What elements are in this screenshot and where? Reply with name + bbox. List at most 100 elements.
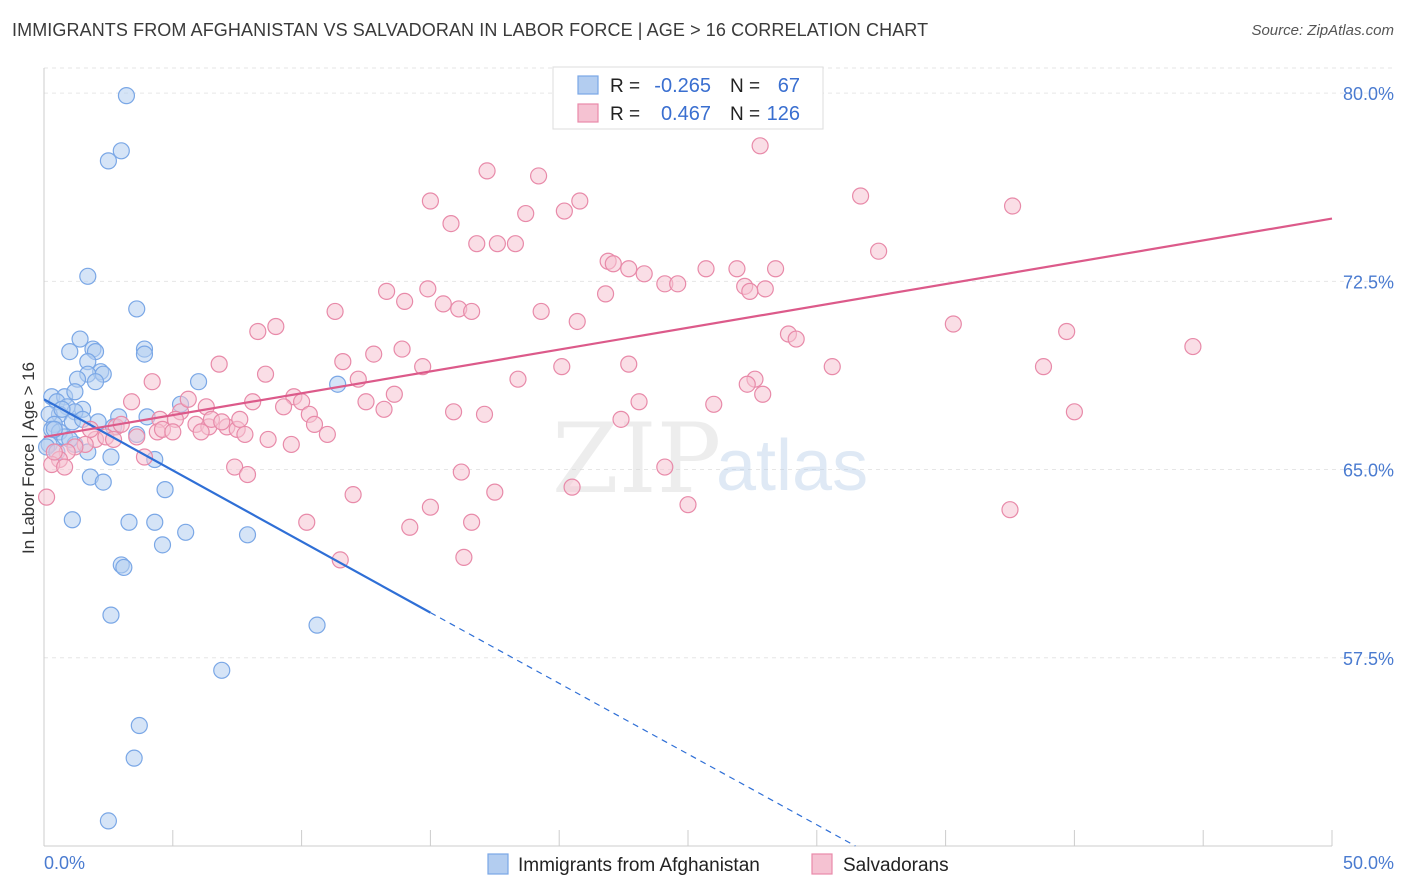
point-salvadoran	[529, 167, 548, 185]
point-salvadoran	[751, 137, 769, 155]
point-salvadoran	[365, 345, 383, 363]
point-salvadoran	[741, 282, 759, 300]
y-tick-label: 80.0%	[1343, 84, 1394, 104]
bottom-legend-swatch-afghanistan	[487, 853, 509, 875]
point-salvadoran	[620, 260, 638, 278]
point-salvadoran	[122, 393, 141, 411]
y-tick-label: 72.5%	[1343, 272, 1394, 292]
point-afghanistan	[146, 513, 164, 531]
point-salvadoran	[679, 496, 697, 514]
point-salvadoran	[787, 330, 805, 348]
point-afghanistan	[130, 716, 148, 735]
point-salvadoran	[555, 202, 573, 220]
point-salvadoran	[192, 423, 210, 441]
point-salvadoran	[45, 443, 63, 461]
point-salvadoran	[656, 458, 674, 476]
point-salvadoran	[421, 498, 439, 516]
point-salvadoran	[213, 413, 231, 431]
point-salvadoran	[421, 192, 439, 210]
point-salvadoran	[486, 483, 504, 501]
point-salvadoran	[298, 513, 316, 531]
point-salvadoran	[468, 235, 486, 253]
point-afghanistan	[213, 661, 231, 679]
point-salvadoran	[1065, 403, 1084, 421]
point-afghanistan	[99, 812, 118, 830]
trend-line-afghanistan-extrapolated	[430, 612, 856, 847]
point-salvadoran	[37, 488, 56, 506]
source-label: Source: ZipAtlas.com	[1251, 22, 1394, 39]
point-afghanistan	[66, 383, 84, 401]
legend-n-value-1: 126	[767, 103, 800, 125]
point-salvadoran	[563, 478, 581, 496]
trend-line-salvadorans	[43, 217, 1333, 439]
point-salvadoran	[401, 518, 419, 536]
point-salvadoran	[210, 355, 228, 373]
point-salvadoran	[274, 398, 293, 416]
point-afghanistan	[135, 345, 154, 363]
gridlines	[44, 67, 1394, 659]
point-salvadoran	[596, 285, 615, 303]
point-salvadoran	[870, 242, 888, 260]
series-salvadorans-points	[37, 137, 1202, 569]
point-salvadoran	[179, 390, 197, 408]
bottom-legend-swatch-salvadorans	[811, 853, 833, 875]
point-salvadoran	[604, 255, 622, 273]
point-salvadoran	[1001, 501, 1019, 519]
point-salvadoran	[517, 204, 535, 223]
x-tick-label-min: 0.0%	[44, 853, 85, 873]
point-salvadoran	[393, 340, 411, 358]
point-salvadoran	[419, 280, 437, 298]
point-salvadoran	[256, 365, 275, 383]
point-salvadoran	[630, 393, 648, 411]
stats-legend: R = -0.265 N = 67 R = 0.467 N = 126	[552, 66, 824, 130]
point-salvadoran	[452, 463, 470, 481]
point-salvadoran	[756, 280, 774, 298]
point-salvadoran	[620, 355, 638, 373]
chart-title: IMMIGRANTS FROM AFGHANISTAN VS SALVADORA…	[12, 20, 929, 40]
point-salvadoran	[378, 282, 396, 300]
point-salvadoran	[669, 275, 687, 293]
point-salvadoran	[444, 403, 463, 421]
point-salvadoran	[705, 395, 723, 413]
point-salvadoran	[488, 235, 506, 253]
point-salvadoran	[226, 458, 244, 476]
legend-n-label-1: N =	[730, 104, 760, 125]
point-salvadoran	[334, 353, 352, 371]
point-salvadoran	[128, 428, 146, 446]
point-salvadoran	[357, 393, 375, 411]
bottom-legend-label-salvadorans: Salvadorans	[843, 855, 949, 876]
watermark-atlas: atlas	[716, 426, 868, 506]
y-tick-label: 65.0%	[1343, 461, 1394, 481]
legend-r-label-0: R =	[610, 76, 640, 97]
point-salvadoran	[509, 370, 527, 388]
point-afghanistan	[86, 373, 105, 391]
watermark-zip: ZIP	[552, 403, 721, 515]
legend-swatch-salvadorans	[577, 103, 599, 123]
trend-lines	[43, 217, 1333, 847]
trend-line-afghanistan	[43, 398, 431, 614]
point-salvadoran	[414, 358, 432, 376]
series-afghanistan-points	[37, 87, 347, 830]
point-salvadoran	[1184, 337, 1202, 356]
point-salvadoran	[463, 302, 481, 321]
y-axis-label: In Labor Force | Age > 16	[19, 362, 38, 554]
point-salvadoran	[344, 486, 362, 504]
point-afghanistan	[117, 87, 136, 105]
point-afghanistan	[71, 330, 89, 348]
point-afghanistan	[329, 375, 347, 393]
point-salvadoran	[766, 260, 785, 278]
point-salvadoran	[851, 187, 870, 205]
legend-swatch-afghanistan	[577, 75, 599, 95]
legend-r-label-1: R =	[610, 104, 640, 125]
point-afghanistan	[128, 300, 146, 318]
watermark: ZIP atlas	[552, 403, 868, 515]
legend-r-value-1: 0.467	[661, 103, 711, 125]
point-afghanistan	[102, 448, 120, 466]
point-salvadoran	[385, 385, 403, 403]
point-salvadoran	[553, 358, 571, 376]
point-salvadoran	[56, 458, 74, 476]
point-salvadoran	[318, 425, 336, 444]
point-afghanistan	[115, 558, 133, 577]
point-salvadoran	[164, 423, 182, 441]
